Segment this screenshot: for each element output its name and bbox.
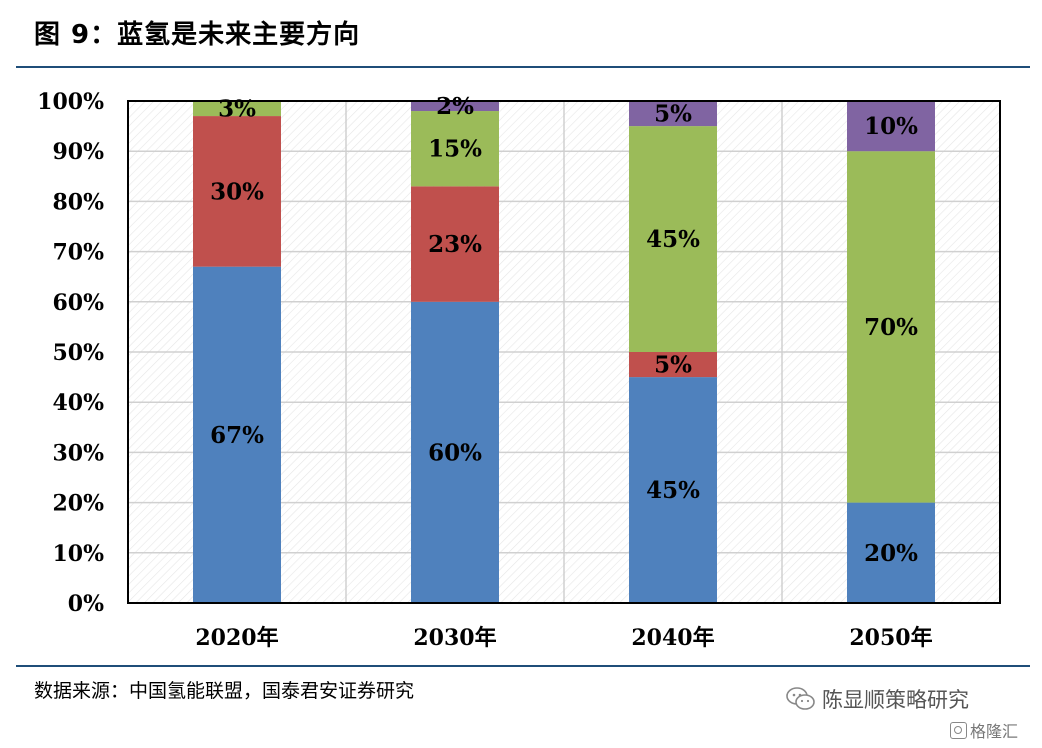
bar-segment — [193, 101, 281, 117]
bar-value-label: 67% — [210, 422, 264, 449]
x-tick-label: 2020年 — [195, 625, 278, 651]
bar-segment — [411, 301, 499, 603]
bars — [193, 101, 935, 603]
bar-value-label: 3% — [218, 96, 256, 123]
bar-value-label: 20% — [864, 540, 918, 567]
y-tick-label: 10% — [52, 541, 104, 567]
figure-title: 图 9：蓝氢是未来主要方向 — [34, 20, 361, 50]
y-tick-label: 20% — [52, 491, 104, 517]
y-tick-label: 30% — [52, 440, 104, 466]
source-rule — [16, 665, 1030, 667]
bar-value-label: 45% — [646, 477, 700, 504]
y-tick-label: 50% — [52, 340, 104, 366]
bar-value-label: 70% — [864, 314, 918, 341]
y-tick-label: 70% — [52, 240, 104, 266]
bar-value-label: 30% — [210, 178, 264, 205]
y-tick-label: 80% — [52, 189, 104, 215]
bar-segment — [629, 101, 717, 127]
x-tick-label: 2030年 — [413, 625, 496, 651]
x-axis-ticks: 2020年 2030年 2040年 2050年 — [195, 625, 932, 651]
bar-value-label: 23% — [428, 231, 482, 258]
watermark-small-text: 格隆汇 — [970, 722, 1019, 741]
stacked-bar-chart: 67% 30% 3% 60% 23% 15% 2% 45% 5% 45% 5% 20% 70% 10% 0… — [37, 89, 1001, 651]
bar-value-label: 5% — [654, 352, 692, 379]
source-note: 数据来源：中国氢能联盟，国泰君安证券研究 — [34, 680, 415, 702]
bar-value-label: 60% — [428, 439, 482, 466]
plot-frame — [127, 100, 1001, 604]
bar-segment — [629, 352, 717, 378]
bar-value-label: 5% — [654, 101, 692, 128]
x-tick-label: 2050年 — [849, 625, 932, 651]
gelonghui-logo-icon — [950, 721, 967, 739]
bar-segment — [411, 101, 499, 112]
x-tick-label: 2040年 — [631, 625, 714, 651]
bar-value-label: 10% — [864, 113, 918, 140]
data-labels: 67% 30% 3% 60% 23% 15% 2% 45% 5% 45% 5% 20% 70% 10% — [210, 93, 918, 567]
wechat-icon — [786, 687, 815, 710]
bar-segment — [411, 111, 499, 187]
bar-segment — [847, 151, 935, 503]
bar-segment — [193, 266, 281, 603]
bar-segment — [629, 126, 717, 352]
bar-segment — [629, 377, 717, 603]
watermark: 陈显顺策略研究 — [786, 684, 969, 714]
bar-value-label: 45% — [646, 226, 700, 253]
y-axis-ticks: 0% 10% 20% 30% 40% 50% 60% 70% 80% 90% 100% — [37, 89, 104, 617]
y-tick-label: 0% — [68, 591, 104, 617]
bar-value-label: 15% — [428, 136, 482, 163]
y-tick-label: 60% — [52, 290, 104, 316]
title-rule — [16, 66, 1030, 68]
bar-segment — [193, 116, 281, 267]
bar-segment — [411, 186, 499, 302]
watermark-text: 陈显顺策略研究 — [822, 688, 969, 712]
y-tick-label: 40% — [52, 390, 104, 416]
bar-value-label: 2% — [436, 93, 474, 120]
bar-segment — [847, 502, 935, 603]
y-tick-label: 100% — [37, 89, 104, 115]
watermark-gelonghui: 格隆汇 — [950, 718, 1018, 742]
bar-segment — [847, 101, 935, 152]
y-tick-label: 90% — [52, 139, 104, 165]
